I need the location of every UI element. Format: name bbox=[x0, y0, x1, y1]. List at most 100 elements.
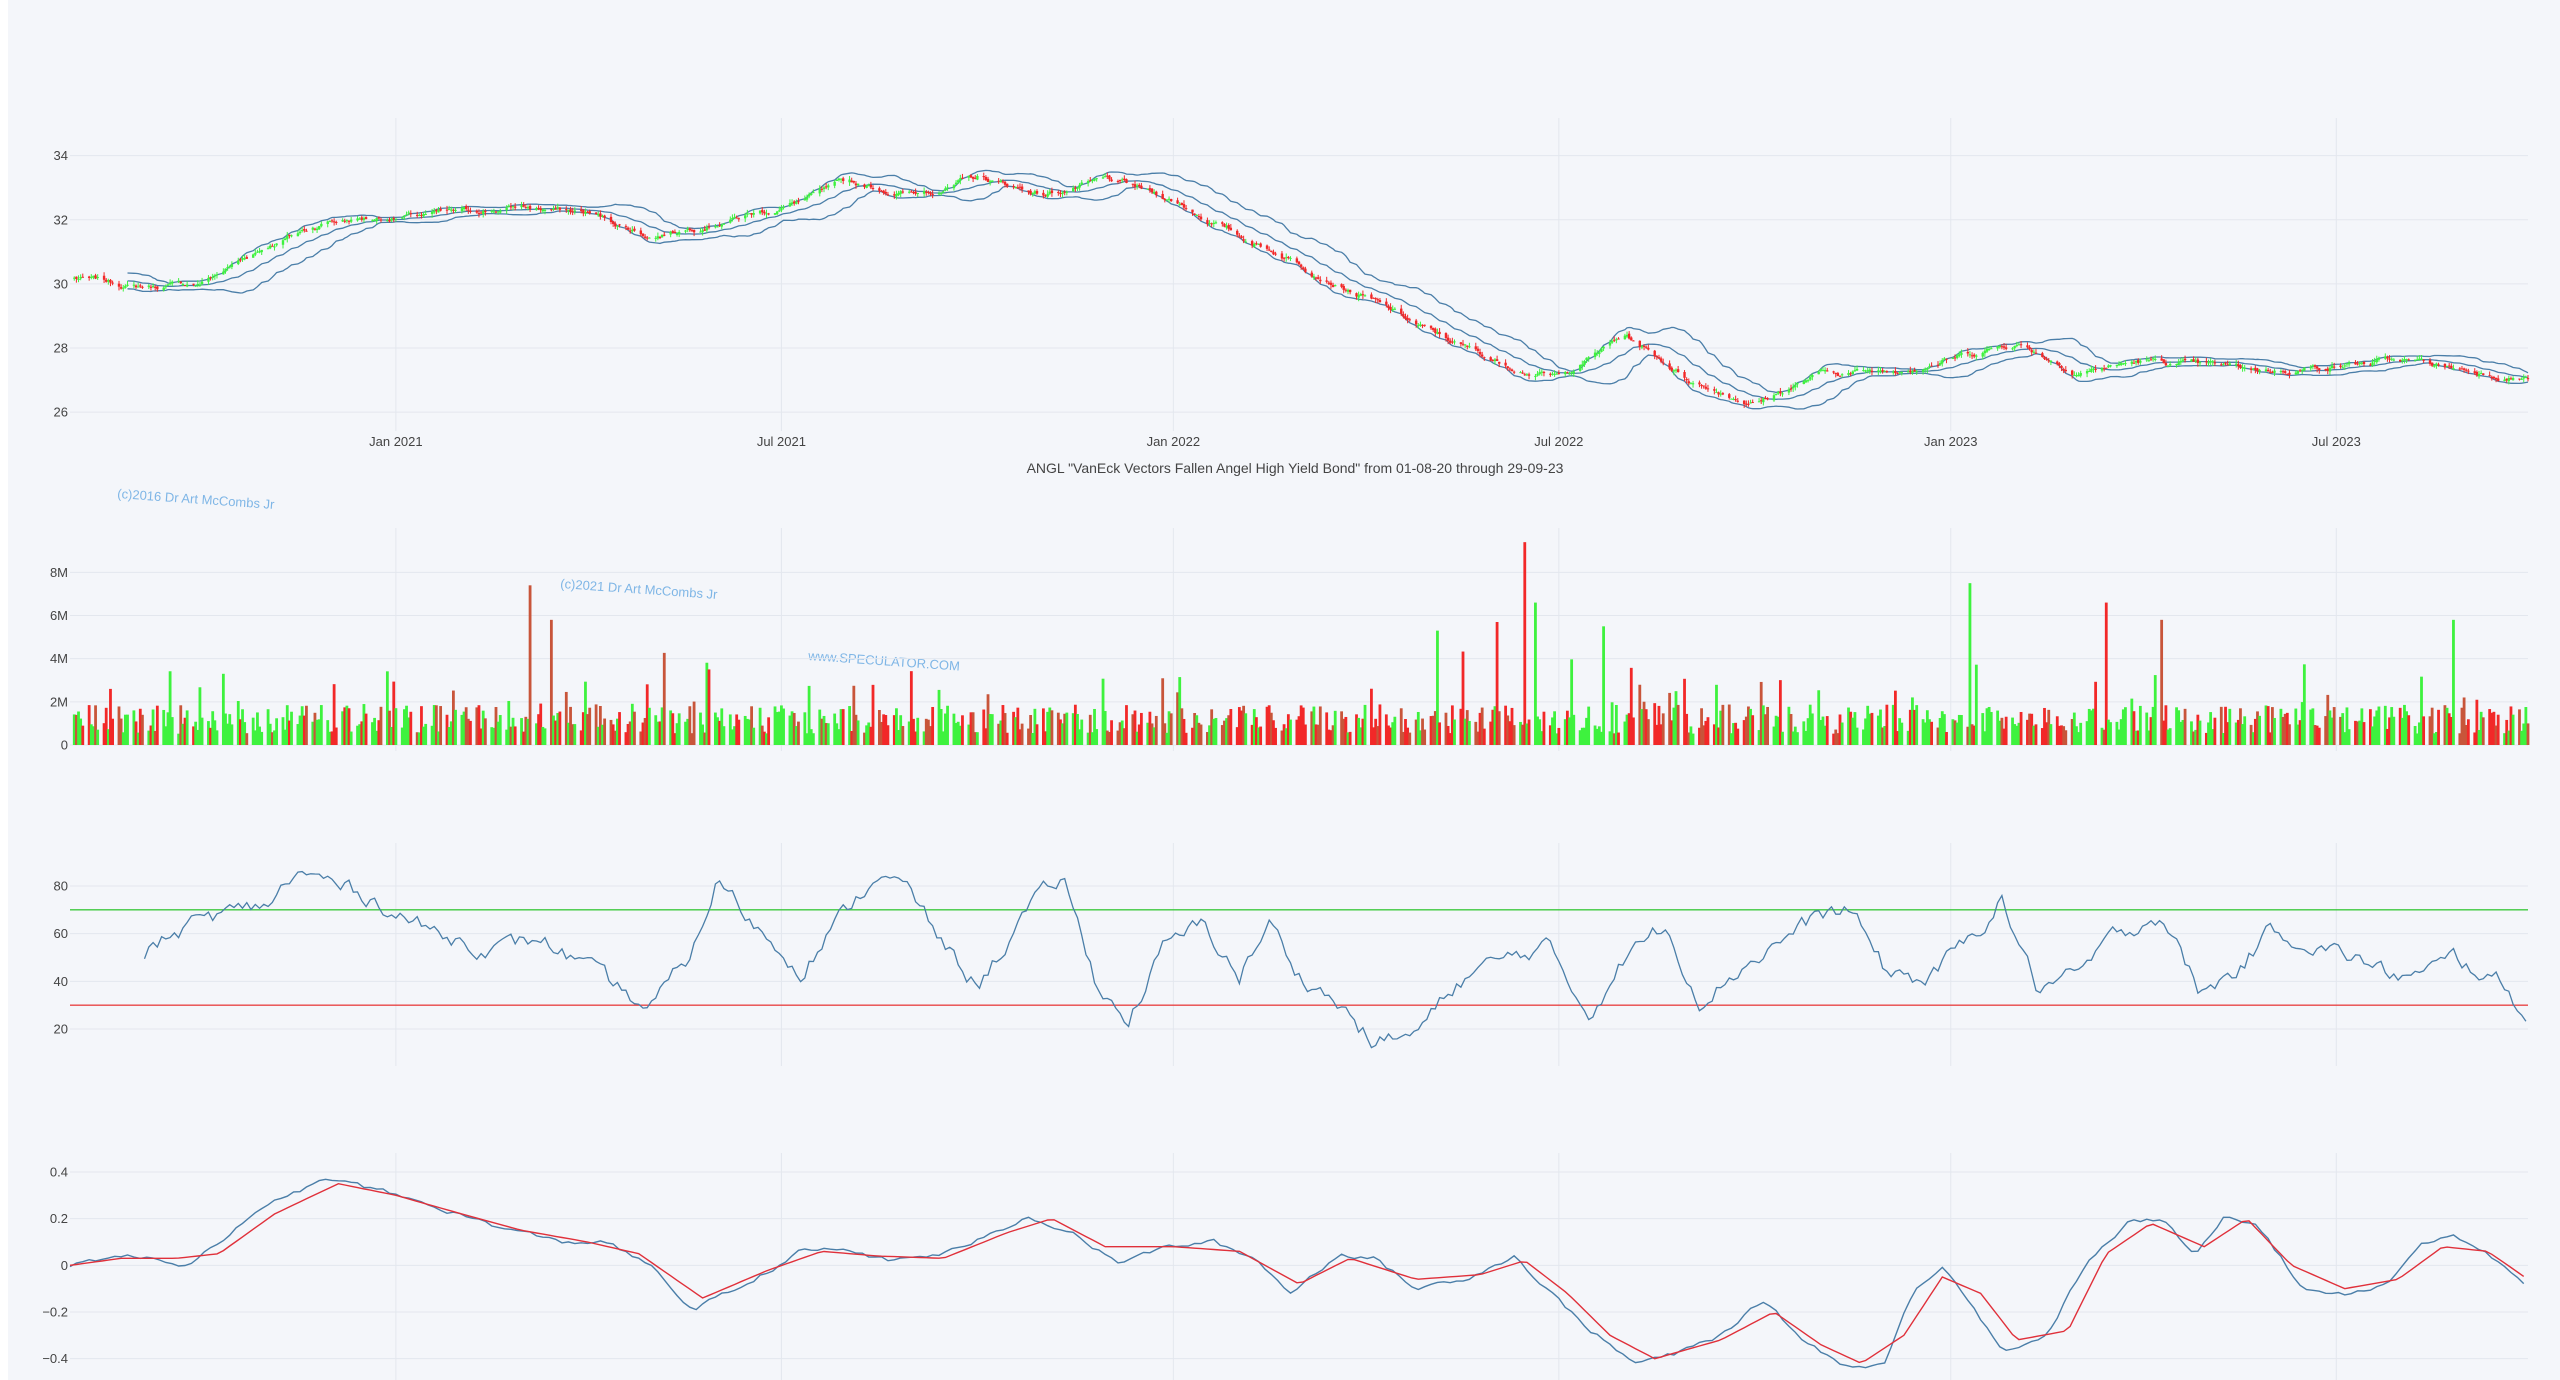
candlestick bbox=[1074, 185, 1077, 192]
volume-bar bbox=[1555, 733, 1559, 745]
volume-bar bbox=[1687, 732, 1691, 745]
candlestick bbox=[2256, 367, 2259, 374]
candlestick bbox=[884, 189, 887, 196]
candlestick bbox=[554, 205, 557, 210]
candlestick bbox=[153, 285, 157, 291]
volume-bar bbox=[513, 726, 517, 745]
candlestick bbox=[2117, 361, 2121, 367]
volume-bar bbox=[2219, 706, 2223, 745]
candlestick bbox=[1791, 383, 1795, 392]
candlestick bbox=[1163, 198, 1167, 203]
volume-bar bbox=[1178, 677, 1182, 745]
candlestick bbox=[1676, 365, 1680, 373]
candlestick bbox=[226, 264, 229, 271]
volume-bar bbox=[716, 717, 719, 745]
candlestick bbox=[1312, 273, 1316, 280]
candlestick bbox=[1706, 384, 1710, 392]
candlestick bbox=[1014, 186, 1017, 189]
volume-bar bbox=[2062, 726, 2066, 745]
candlestick bbox=[1406, 314, 1409, 324]
volume-bar bbox=[1570, 659, 1574, 745]
volume-bar bbox=[1883, 726, 1887, 745]
candlestick bbox=[1108, 174, 1111, 182]
volume-bar bbox=[2462, 697, 2466, 745]
volume-bar bbox=[841, 709, 845, 745]
volume-bar bbox=[2013, 724, 2017, 745]
candlestick bbox=[409, 210, 412, 218]
candlestick bbox=[377, 216, 381, 220]
candlestick bbox=[75, 276, 78, 283]
volume-bar bbox=[645, 684, 649, 745]
volume-bar bbox=[168, 671, 172, 745]
volume-bar bbox=[2175, 707, 2178, 745]
volume-bar bbox=[1461, 651, 1465, 745]
candlestick bbox=[1316, 274, 1320, 280]
volume-bar bbox=[2435, 731, 2438, 745]
candlestick bbox=[390, 217, 393, 223]
candlestick bbox=[92, 275, 95, 280]
candlestick bbox=[1206, 217, 1209, 227]
volume-bar bbox=[79, 718, 83, 745]
volume-bar bbox=[701, 724, 705, 745]
candlestick bbox=[2109, 364, 2112, 368]
y-tick-label: 28 bbox=[54, 341, 68, 356]
candlestick bbox=[499, 208, 502, 214]
candlestick bbox=[611, 220, 615, 227]
volume-bar bbox=[2075, 726, 2078, 745]
candlestick bbox=[2488, 371, 2491, 377]
candlestick bbox=[895, 190, 898, 200]
volume-bar bbox=[221, 673, 225, 745]
candlestick bbox=[1630, 336, 1633, 341]
volume-bar bbox=[809, 729, 813, 745]
candlestick bbox=[1943, 357, 1946, 361]
candlestick bbox=[1913, 367, 1916, 372]
volume-bar bbox=[1553, 711, 1556, 745]
volume-bar bbox=[1583, 727, 1586, 745]
volume-bar bbox=[2179, 721, 2183, 745]
candlestick bbox=[528, 203, 532, 212]
volume-bar bbox=[2285, 712, 2289, 745]
candlestick bbox=[1749, 399, 1752, 404]
candlestick bbox=[1125, 178, 1128, 184]
candlestick bbox=[198, 282, 202, 287]
volume-bar bbox=[2236, 719, 2240, 745]
volume-bar bbox=[826, 723, 830, 745]
rsi-series-line bbox=[143, 870, 2527, 1049]
candlestick bbox=[2211, 359, 2214, 367]
candlestick bbox=[2347, 360, 2351, 367]
volume-bar bbox=[2030, 713, 2034, 745]
candlestick bbox=[1538, 368, 1541, 376]
candlestick bbox=[733, 213, 736, 219]
volume-bar bbox=[138, 708, 142, 745]
volume-bar bbox=[973, 732, 977, 745]
candlestick bbox=[648, 237, 651, 239]
candlestick bbox=[758, 210, 762, 215]
candlestick bbox=[2151, 357, 2155, 362]
volume-bar bbox=[1080, 719, 1084, 745]
volume-bar bbox=[2505, 719, 2509, 745]
volume-bar bbox=[699, 712, 702, 745]
y-tick-label: 8M bbox=[50, 565, 68, 580]
candlestick bbox=[1585, 357, 1588, 363]
volume-bar bbox=[1866, 705, 1870, 745]
candlestick bbox=[509, 203, 513, 210]
candlestick bbox=[1495, 355, 1499, 362]
volume-bar bbox=[633, 711, 636, 745]
volume-bar bbox=[1702, 725, 1706, 745]
volume-bar bbox=[1237, 707, 1241, 745]
volume-bar bbox=[1444, 712, 1448, 745]
volume-bar bbox=[618, 712, 621, 745]
candlestick bbox=[1794, 382, 1797, 391]
volume-bar bbox=[1706, 717, 1710, 745]
candlestick bbox=[1662, 358, 1665, 366]
price-grid bbox=[70, 118, 2528, 431]
volume-bar bbox=[1787, 706, 1791, 745]
volume-bar bbox=[1966, 726, 1970, 745]
volume-bar bbox=[522, 731, 526, 745]
x-tick-label: Jul 2021 bbox=[757, 434, 806, 449]
volume-bar bbox=[882, 714, 886, 745]
volume-bar bbox=[2190, 721, 2193, 745]
candlestick bbox=[467, 206, 470, 214]
volume-bar bbox=[707, 669, 711, 745]
